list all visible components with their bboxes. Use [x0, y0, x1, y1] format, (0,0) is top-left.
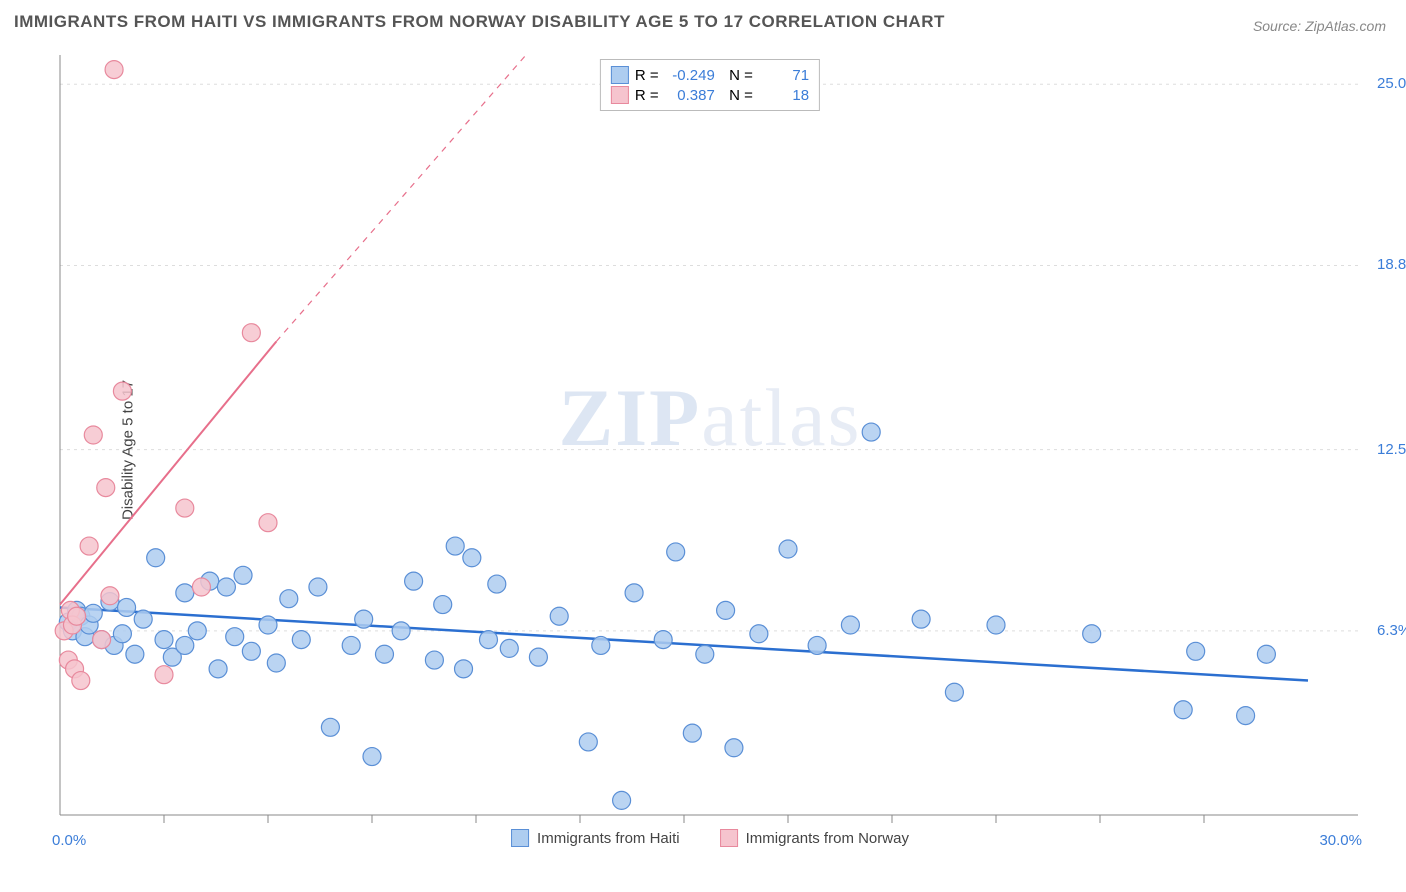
series-legend-label: Immigrants from Norway [746, 830, 909, 847]
legend-n: N = 18 [721, 87, 809, 104]
legend-row: R = -0.249 N = 71 [611, 66, 809, 84]
legend-swatch [611, 86, 629, 104]
legend-n: N = 71 [721, 67, 809, 84]
x-axis-min-label: 0.0% [52, 832, 86, 849]
series-legend-item: Immigrants from Haiti [511, 829, 680, 847]
legend-swatch [511, 829, 529, 847]
legend-r: R = -0.249 [635, 67, 715, 84]
legend-r: R = 0.387 [635, 87, 715, 104]
series-legend-item: Immigrants from Norway [720, 829, 909, 847]
series-legend-label: Immigrants from Haiti [537, 830, 680, 847]
correlation-legend: R = -0.249 N = 71 R = 0.387 N = 18 [600, 59, 820, 111]
y-tick-label: 18.8% [1377, 256, 1406, 273]
chart-area: Disability Age 5 to 17 ZIPatlas R = -0.2… [50, 55, 1370, 845]
x-axis-max-label: 30.0% [1319, 832, 1362, 849]
series-legend: Immigrants from Haiti Immigrants from Nor… [511, 829, 909, 847]
legend-row: R = 0.387 N = 18 [611, 86, 809, 104]
scatter-plot [50, 55, 1370, 845]
source-attribution: Source: ZipAtlas.com [1253, 18, 1386, 34]
chart-title: IMMIGRANTS FROM HAITI VS IMMIGRANTS FROM… [14, 12, 945, 32]
y-tick-label: 25.0% [1377, 75, 1406, 92]
legend-swatch [611, 66, 629, 84]
legend-swatch [720, 829, 738, 847]
y-tick-label: 12.5% [1377, 441, 1406, 458]
y-tick-label: 6.3% [1377, 622, 1406, 639]
